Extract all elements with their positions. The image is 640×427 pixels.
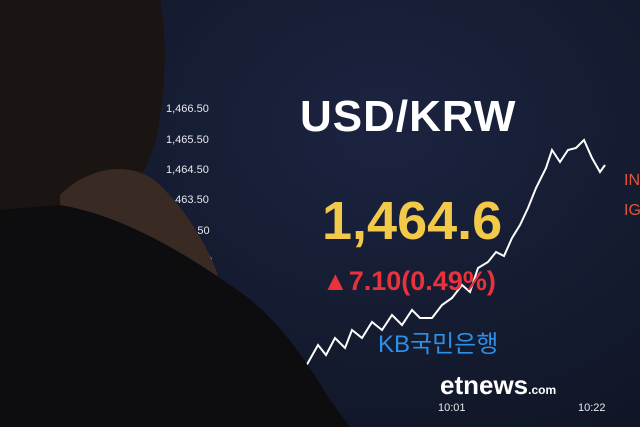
up-arrow-icon: ▲ [322, 266, 349, 296]
axis-tick: 1,464.50 [166, 164, 209, 176]
time-label: 10:01 [438, 402, 466, 414]
bank-logo: KB국민은행 [378, 331, 499, 358]
time-label: 10:22 [578, 402, 606, 414]
change-value: 7.10(0.49%) [348, 266, 496, 296]
rate-change: ▲7.10(0.49%) [322, 266, 496, 297]
axis-tick: 1,466.50 [166, 103, 209, 115]
axis-tick: 1,465.50 [166, 134, 209, 146]
exchange-rate-value: 1,464.6 [322, 191, 503, 251]
rate-line [304, 138, 606, 369]
etnews-watermark: etnews.com [440, 370, 557, 400]
axis-tick: 1,463.50 [166, 194, 209, 206]
currency-pair-title: USD/KRW [300, 92, 517, 141]
side-label: IG [624, 202, 640, 219]
side-label: IN [624, 172, 640, 189]
